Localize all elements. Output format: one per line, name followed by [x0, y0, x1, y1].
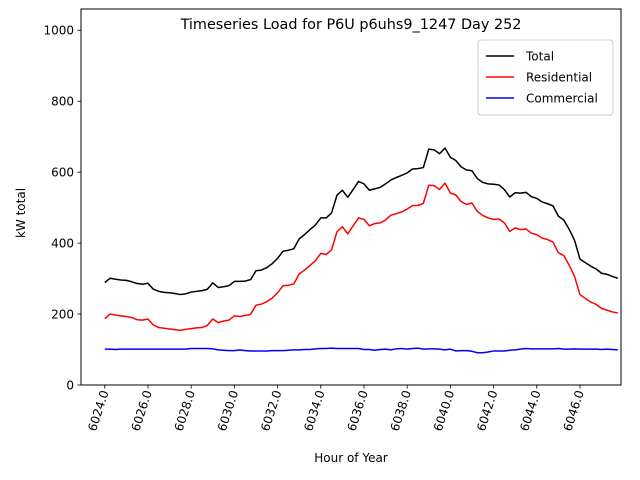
- y-tick-label: 800: [51, 95, 74, 109]
- x-axis-label: Hour of Year: [314, 451, 388, 465]
- y-tick-label: 0: [66, 378, 74, 392]
- y-axis-label: kW total: [14, 188, 28, 238]
- plot-frame: [80, 8, 622, 386]
- legend: Total Residential Commercial: [477, 39, 614, 116]
- y-axis-ticks: 0 200 400 600 800 1000: [43, 24, 81, 392]
- legend-label-residential: Residential: [526, 71, 592, 85]
- chart-title: Timeseries Load for P6U p6uhs9_1247 Day …: [180, 17, 522, 33]
- legend-label-total: Total: [525, 50, 554, 64]
- series-layer: [104, 147, 618, 354]
- series-line-commercial: [104, 347, 618, 354]
- y-tick-label: 200: [51, 307, 74, 321]
- y-tick-label: 600: [51, 165, 74, 179]
- series-line-residential: [104, 182, 618, 332]
- legend-box: [477, 39, 614, 116]
- legend-label-commercial: Commercial: [526, 92, 598, 106]
- series-line-total: [104, 147, 618, 296]
- y-tick-label: 400: [51, 236, 74, 250]
- y-tick-label: 1000: [43, 24, 74, 38]
